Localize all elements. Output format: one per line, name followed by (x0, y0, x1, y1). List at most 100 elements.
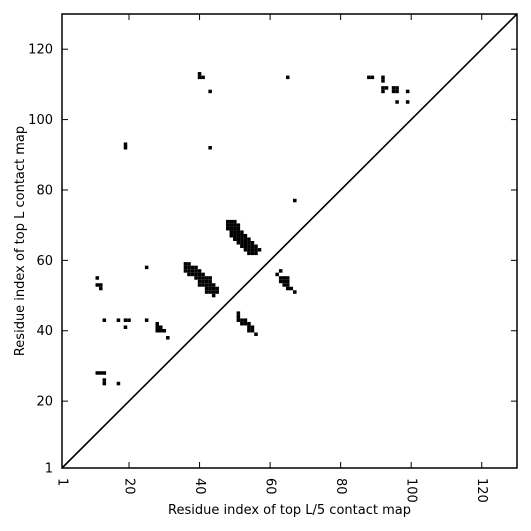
lower-point-69 (236, 223, 241, 227)
lower-point-31 (187, 269, 191, 273)
lower-point-21 (102, 378, 107, 382)
lower-point-93 (240, 244, 244, 249)
lower-point-62 (211, 293, 216, 298)
lower-point-65 (233, 219, 237, 224)
lower-point-3 (99, 286, 103, 291)
y-axis-label: Residue index of top L contact map (13, 126, 28, 356)
y-tick-label-2: 40 (36, 324, 53, 339)
x-tick-label-4: 80 (333, 478, 348, 495)
lower-point-54 (204, 286, 209, 291)
lower-point-90 (243, 241, 248, 245)
upper-point-7 (381, 75, 385, 80)
lower-point-101 (254, 248, 258, 252)
lower-point-67 (229, 223, 234, 227)
lower-point-39 (201, 272, 205, 277)
lower-point-60 (211, 290, 216, 294)
lower-point-120 (236, 314, 241, 319)
lower-point-30 (183, 269, 188, 273)
x-axis-label: Residue index of top L/5 contact map (168, 503, 411, 518)
lower-point-12 (155, 325, 159, 329)
upper-point-12 (391, 86, 396, 90)
lower-point-122 (240, 318, 244, 322)
lower-point-106 (278, 269, 283, 273)
upper-point-15 (395, 89, 399, 94)
lower-point-73 (236, 226, 241, 231)
lower-point-91 (247, 241, 251, 245)
lower-point-59 (208, 290, 212, 294)
lower-point-83 (233, 237, 237, 241)
x-tick-label-0: 1 (55, 478, 70, 486)
lower-point-8 (127, 318, 131, 322)
lower-point-45 (197, 279, 202, 284)
y-tick-label-5: 100 (28, 113, 53, 128)
lower-point-1 (95, 283, 100, 287)
lower-point-78 (229, 233, 234, 238)
lower-point-125 (243, 321, 248, 326)
lower-point-14 (155, 328, 159, 333)
lower-point-100 (250, 248, 255, 252)
lower-point-117 (289, 286, 294, 291)
upper-point-6 (370, 75, 375, 80)
lower-point-32 (190, 269, 195, 273)
lower-point-74 (229, 230, 234, 234)
lower-point-72 (233, 226, 237, 231)
upper-point-17 (395, 100, 399, 104)
lower-point-38 (197, 272, 202, 277)
lower-point-71 (229, 226, 234, 231)
lower-point-116 (285, 286, 290, 291)
lower-point-27 (187, 265, 191, 270)
lower-point-113 (285, 279, 290, 284)
lower-point-6 (116, 318, 121, 322)
lower-point-37 (194, 272, 198, 277)
lower-point-127 (247, 325, 251, 329)
lower-point-126 (247, 321, 251, 326)
lower-point-15 (159, 328, 163, 333)
x-tick-label-3: 60 (263, 478, 278, 495)
lower-point-107 (275, 272, 279, 277)
lower-point-24 (183, 262, 188, 266)
lower-point-13 (159, 325, 163, 329)
lower-point-19 (99, 371, 103, 375)
lower-point-16 (162, 328, 167, 333)
lower-point-99 (247, 248, 251, 252)
upper-point-1 (201, 75, 205, 80)
lower-point-10 (123, 325, 128, 329)
lower-point-95 (247, 244, 251, 249)
lower-point-97 (254, 244, 258, 249)
lower-point-115 (285, 283, 290, 287)
lower-point-22 (102, 381, 107, 386)
upper-point-10 (384, 86, 389, 90)
lower-point-112 (282, 279, 286, 284)
upper-point-22 (293, 198, 297, 203)
lower-point-102 (257, 248, 262, 252)
upper-point-16 (405, 89, 410, 94)
lower-point-47 (204, 279, 209, 284)
lower-point-110 (285, 276, 290, 280)
lower-point-128 (250, 325, 255, 329)
lower-point-87 (247, 237, 251, 241)
lower-point-49 (197, 283, 202, 287)
lower-point-103 (247, 251, 251, 256)
lower-point-80 (236, 233, 241, 238)
lower-point-61 (215, 290, 219, 294)
lower-point-33 (194, 269, 198, 273)
upper-point-19 (123, 142, 128, 146)
lower-point-108 (278, 276, 283, 280)
lower-point-94 (243, 244, 248, 249)
y-tick-label-0: 1 (45, 462, 53, 477)
lower-point-118 (293, 290, 297, 294)
upper-point-8 (381, 79, 385, 83)
lower-point-81 (240, 233, 244, 238)
lower-point-56 (211, 286, 216, 291)
lower-point-36 (190, 272, 195, 277)
lower-point-76 (236, 230, 241, 234)
lower-point-23 (116, 381, 121, 386)
lower-point-50 (201, 283, 205, 287)
lower-point-86 (243, 237, 248, 241)
lower-point-123 (243, 318, 248, 322)
x-tick-label-6: 120 (474, 478, 489, 503)
lower-point-105 (254, 251, 258, 256)
upper-point-14 (391, 89, 396, 94)
lower-point-58 (204, 290, 209, 294)
